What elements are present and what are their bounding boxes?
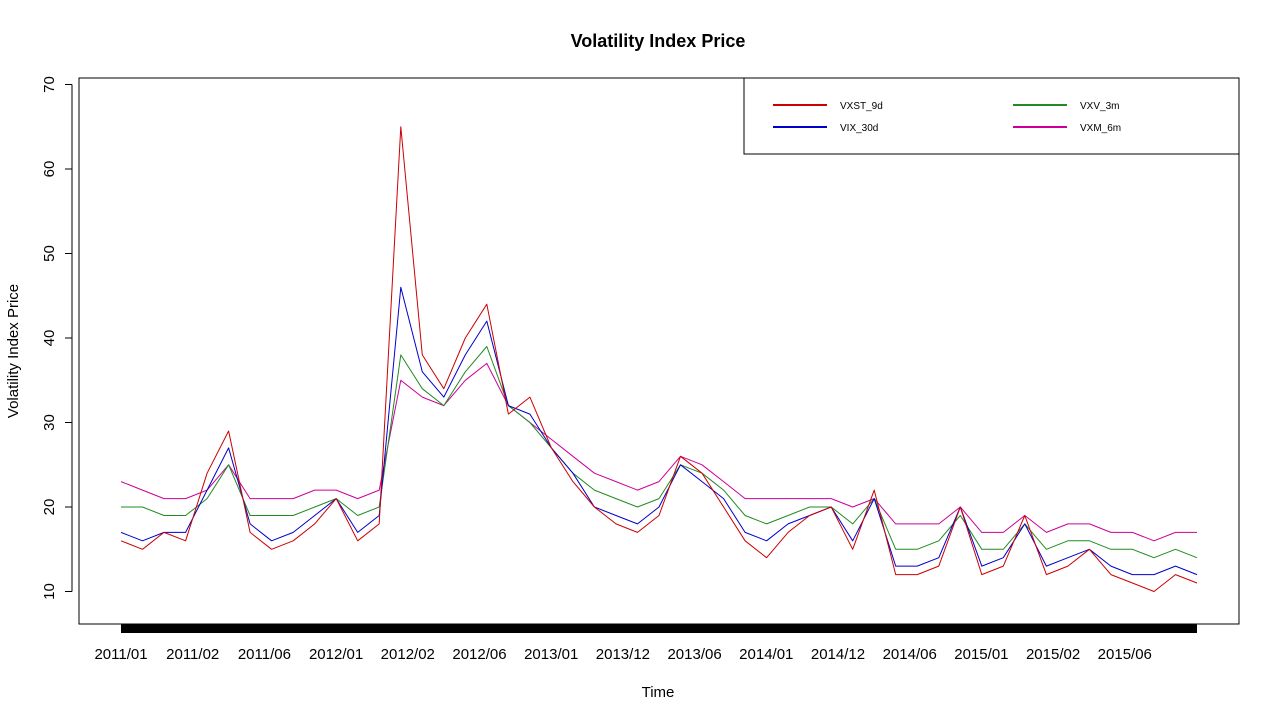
x-axis-tick-labels: 2011/01 2011/02 2011/06 2012/01 2012/02 2012/… <box>94 646 1151 663</box>
x-tick-label: 2012/01 <box>309 646 363 663</box>
x-tick-label: 2012/02 <box>381 646 435 663</box>
legend: VXST_9d VIX_30d VXV_3m VXM_6m <box>743 77 1240 155</box>
legend-label-vxm-6m: VXM_6m <box>1080 123 1121 134</box>
y-tick-label: 30 <box>41 414 58 431</box>
series-line-vxst-9d <box>120 126 1198 592</box>
legend-label-vxv-3m: VXV_3m <box>1080 101 1119 112</box>
series-line-vxv-3m <box>121 346 1198 559</box>
series-lines <box>120 126 1198 592</box>
x-tick-label: 2015/02 <box>1026 646 1080 663</box>
y-tick-label: 10 <box>41 583 58 600</box>
x-tick-label: 2011/02 <box>166 646 219 663</box>
y-tick-label: 60 <box>41 161 58 178</box>
x-tick-label: 2013/12 <box>596 646 650 663</box>
x-tick-label: 2014/12 <box>811 646 865 663</box>
y-axis-label: Volatility Index Price <box>5 284 22 418</box>
y-tick-label: 40 <box>41 330 58 347</box>
x-tick-label: 2015/01 <box>954 646 1008 663</box>
x-tick-label: 2011/01 <box>94 646 147 663</box>
x-tick-label: 2014/06 <box>883 646 937 663</box>
x-tick-label: 2013/06 <box>667 646 721 663</box>
legend-label-vix-30d: VIX_30d <box>840 123 878 134</box>
x-tick-label: 2013/01 <box>524 646 578 663</box>
x-axis-label: Time <box>642 684 675 701</box>
x-tick-label: 2012/06 <box>452 646 506 663</box>
legend-box <box>743 77 1240 155</box>
series-line-vix-30d <box>120 286 1198 576</box>
series-line-vxm-6m <box>120 362 1197 542</box>
y-tick-label: 70 <box>41 76 58 93</box>
y-axis: 10 20 30 40 50 60 70 <box>41 76 73 600</box>
x-tick-label: 2011/06 <box>238 646 291 663</box>
chart-title: Volatility Index Price <box>571 31 746 51</box>
x-axis-tick-band <box>121 624 1197 633</box>
legend-label-vxst-9d: VXST_9d <box>840 101 883 112</box>
x-tick-label: 2015/06 <box>1098 646 1152 663</box>
x-tick-label: 2014/01 <box>739 646 793 663</box>
y-tick-label: 50 <box>41 245 58 262</box>
y-tick-label: 20 <box>41 499 58 516</box>
